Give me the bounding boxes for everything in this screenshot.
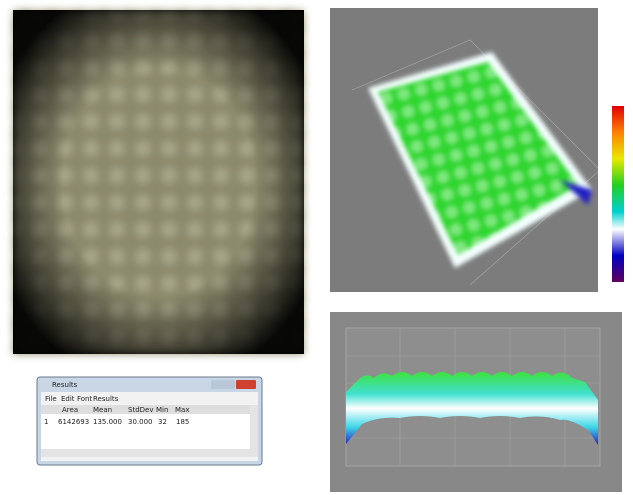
table-cell: 185 <box>176 418 189 426</box>
window-buttons[interactable] <box>211 380 235 389</box>
menu-item[interactable]: Edit <box>61 395 75 403</box>
table-cell: 30.000 <box>128 418 153 426</box>
surface-plot <box>330 8 628 292</box>
horizontal-scrollbar[interactable] <box>41 449 258 457</box>
column-header: Min <box>156 406 168 414</box>
source-image <box>13 10 304 354</box>
vertical-scrollbar[interactable] <box>250 405 258 449</box>
window-title: Results <box>52 381 78 389</box>
table-cell: 1 <box>44 418 48 426</box>
menu-item[interactable]: Results <box>93 395 119 403</box>
column-header: StdDev <box>128 406 153 414</box>
screenshot: Results File Edit Font Results Area Mean… <box>0 0 633 495</box>
table-cell: 135.000 <box>93 418 122 426</box>
table-cell: 32 <box>158 418 167 426</box>
results-window: Results File Edit Font Results Area Mean… <box>37 377 262 465</box>
column-header: Area <box>62 406 78 414</box>
column-header: Max <box>175 406 189 414</box>
table-cell: 6142693 <box>58 418 89 426</box>
close-button[interactable] <box>236 380 256 389</box>
page: Results File Edit Font Results Area Mean… <box>0 0 633 495</box>
menu-item[interactable]: Font <box>77 395 92 403</box>
menu-item[interactable]: File <box>45 395 57 403</box>
profile-plot <box>330 312 622 492</box>
column-header: Mean <box>93 406 112 414</box>
